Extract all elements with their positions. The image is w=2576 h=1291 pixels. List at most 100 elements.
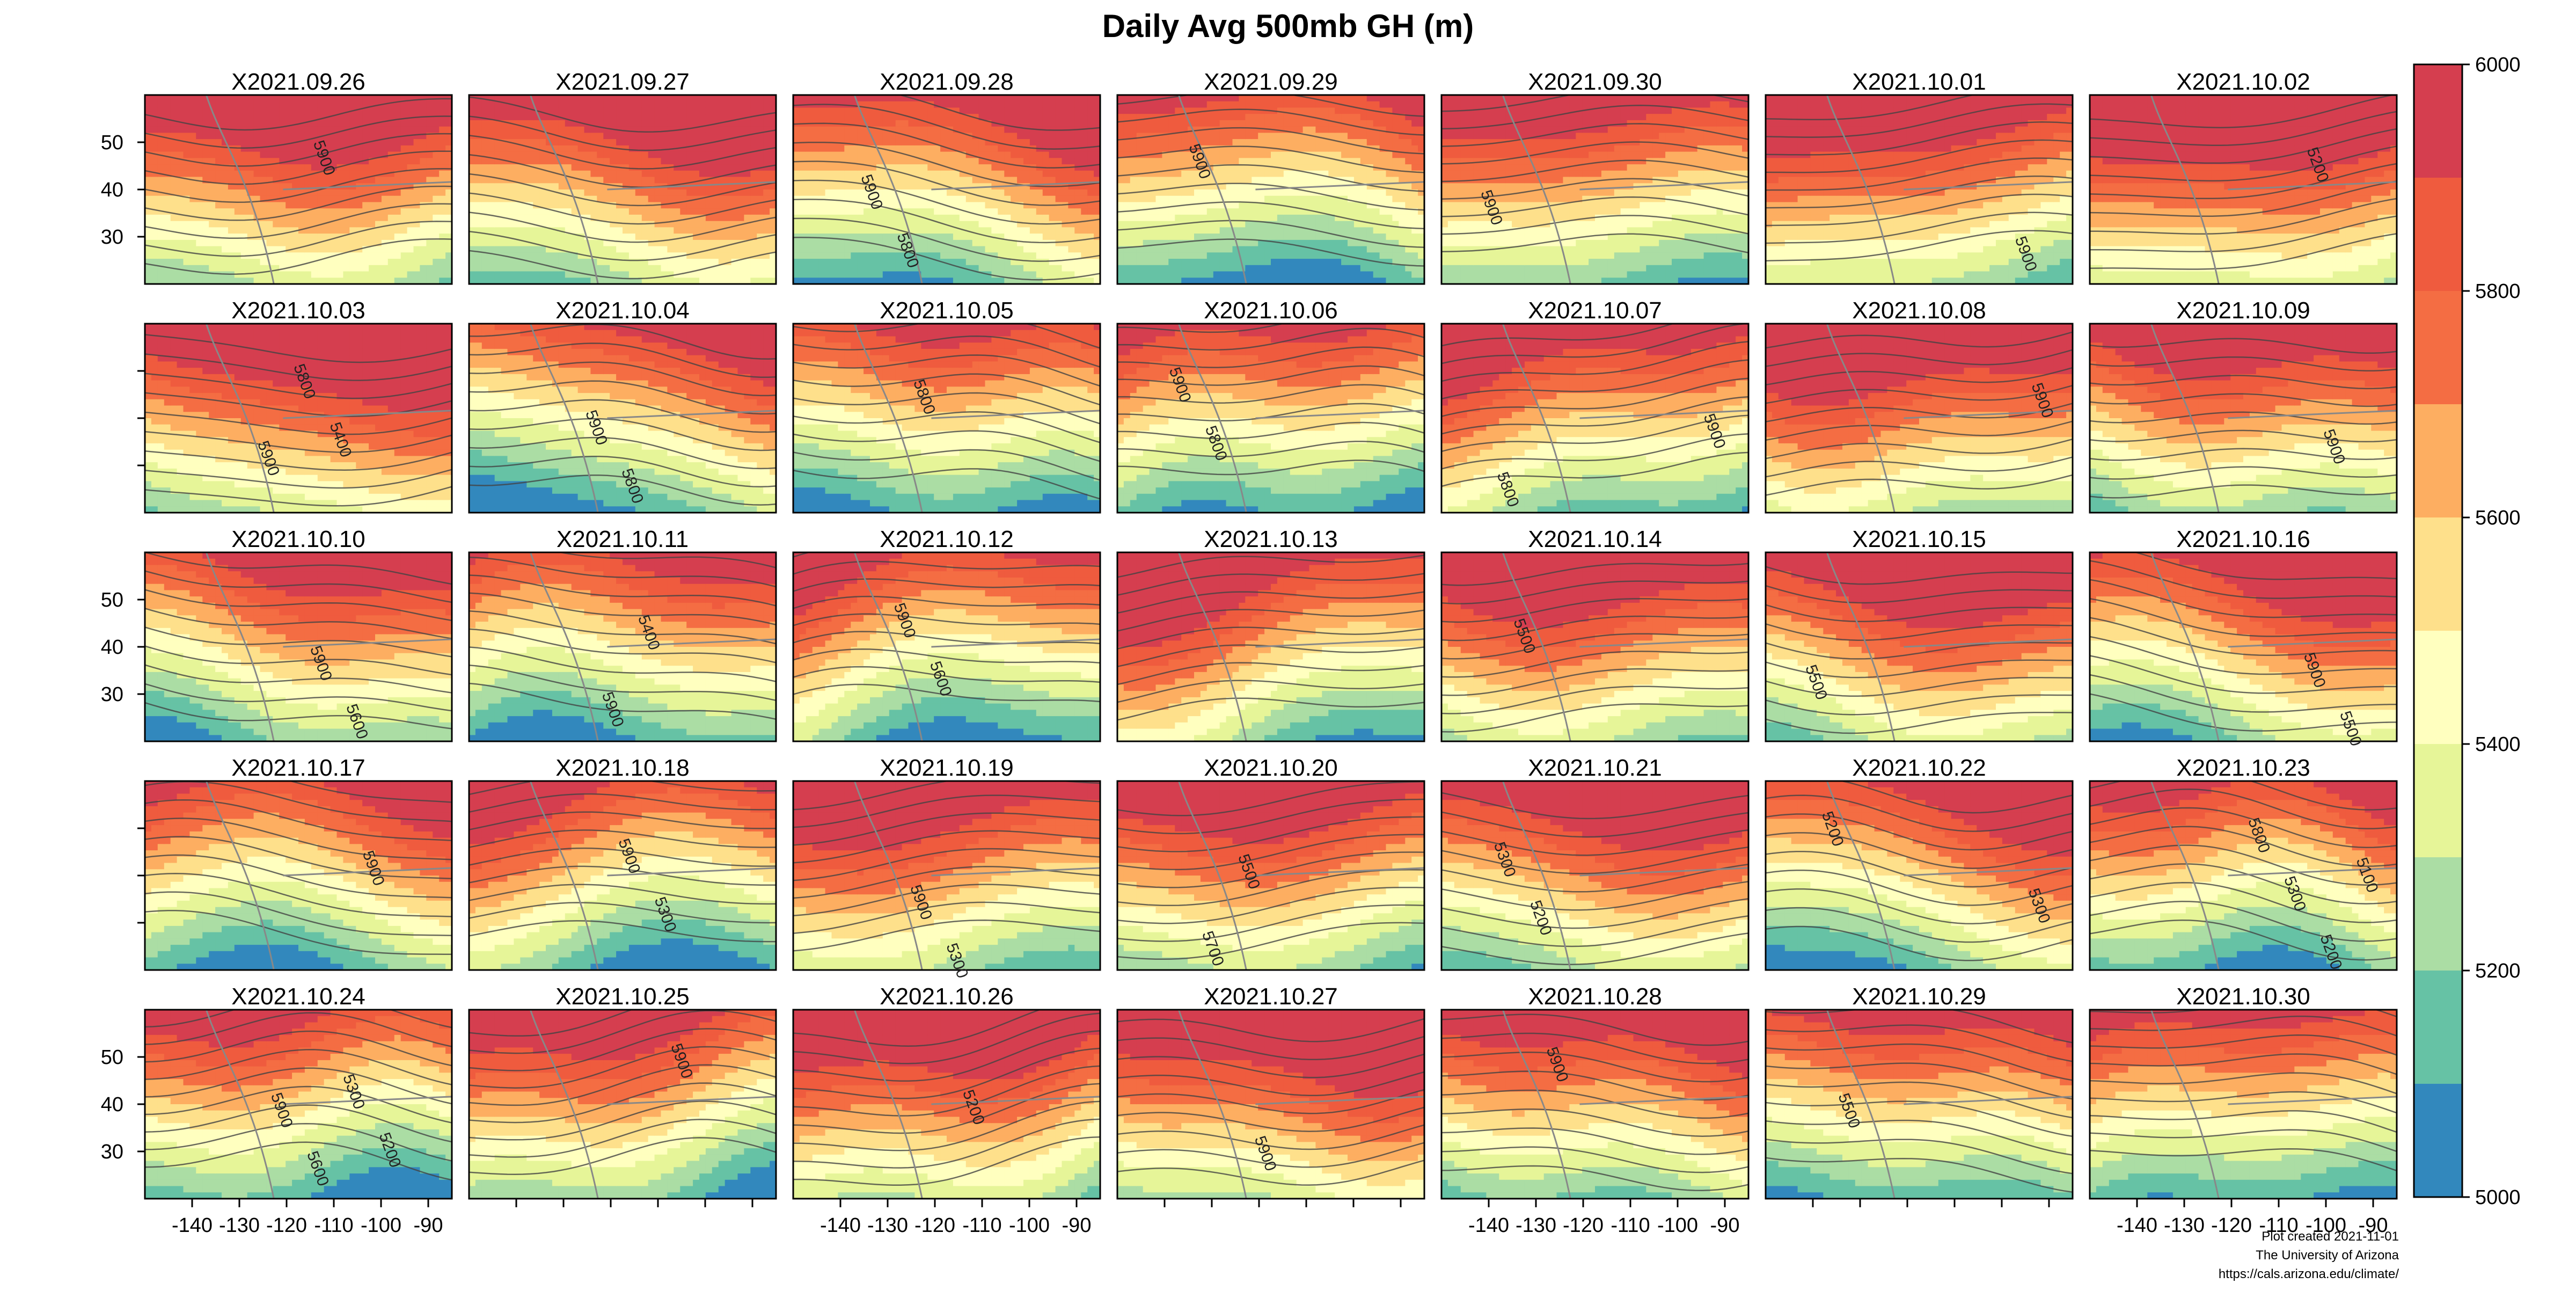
map-panel: X2021.10.22: [1766, 755, 2073, 971]
x-tick-label: -90: [414, 1214, 443, 1237]
credit-created: Plot created 2021-11-01: [2262, 1229, 2399, 1244]
colorbar-swatch: [2414, 857, 2462, 971]
panel-title: X2021.10.07: [1528, 297, 1662, 324]
x-tick-label: -100: [1009, 1214, 1050, 1237]
map-panel: X2021.10.07: [1441, 297, 1749, 513]
x-tick-label: -140: [2117, 1214, 2157, 1237]
panel-title: X2021.10.27: [1204, 983, 1338, 1010]
panel-title: X2021.10.19: [880, 755, 1014, 781]
filled-contours: [1766, 781, 2073, 971]
x-tick-label: -120: [1563, 1214, 1604, 1237]
filled-contours: [1441, 552, 1749, 742]
x-tick-label: -90: [1062, 1214, 1092, 1237]
x-tick-label: -140: [820, 1214, 861, 1237]
x-tick-label: -130: [219, 1214, 260, 1237]
filled-contours: [1441, 1010, 1749, 1199]
map-panel: X2021.10.15: [1766, 526, 2073, 742]
colorbar-tick-label: 5200: [2475, 960, 2521, 982]
x-tick-label: -120: [2211, 1214, 2252, 1237]
x-tick-label: -100: [1657, 1214, 1698, 1237]
y-tick-label: 40: [101, 1093, 123, 1116]
map-panel: X2021.10.28-140-130-120-110-100-90: [1441, 983, 1749, 1237]
panel-title: X2021.10.04: [555, 297, 690, 324]
x-tick-label: -110: [1611, 1214, 1650, 1237]
map-panel: X2021.10.19: [793, 755, 1101, 971]
map-panel: X2021.10.03: [137, 297, 452, 513]
filled-contours: [793, 781, 1101, 971]
panel-title: X2021.10.02: [2176, 69, 2310, 95]
x-tick-label: -140: [172, 1214, 213, 1237]
filled-contours: [2090, 1010, 2397, 1199]
panel-title: X2021.10.26: [880, 983, 1014, 1010]
filled-contours: [1766, 324, 2073, 513]
colorbar-swatch: [2414, 971, 2462, 1084]
map-panel: X2021.10.12: [793, 526, 1101, 742]
colorbar-swatch: [2414, 404, 2462, 517]
map-panel: X2021.10.27: [1117, 983, 1425, 1207]
panel-title: X2021.10.16: [2176, 526, 2310, 552]
panel-title: X2021.10.30: [2176, 983, 2310, 1010]
panel-title: X2021.10.28: [1528, 983, 1662, 1010]
panel-title: X2021.09.27: [555, 69, 690, 95]
panel-title: X2021.10.08: [1852, 297, 1986, 324]
map-panel: X2021.10.05: [793, 297, 1101, 513]
map-panel: X2021.10.23: [2090, 755, 2397, 971]
map-panel: X2021.09.28: [793, 69, 1101, 285]
panel-title: X2021.10.13: [1204, 526, 1338, 552]
chart-title: Daily Avg 500mb GH (m): [0, 8, 2576, 45]
y-tick-label: 40: [101, 636, 123, 659]
map-panel: X2021.10.17: [137, 755, 452, 971]
y-tick-label: 30: [101, 1141, 123, 1163]
filled-contours: [469, 1010, 777, 1199]
panel-title: X2021.10.05: [880, 297, 1014, 324]
panel-title: X2021.09.28: [880, 69, 1014, 95]
panel-title: X2021.09.29: [1204, 69, 1338, 95]
map-panel: X2021.10.29: [1766, 983, 2073, 1207]
filled-contours: [145, 781, 452, 971]
x-tick-label: -120: [914, 1214, 955, 1237]
map-panel: X2021.10.11: [469, 526, 777, 742]
panel-title: X2021.10.24: [231, 983, 365, 1010]
x-tick-label: -130: [1516, 1214, 1556, 1237]
filled-contours: [145, 324, 452, 513]
panel-title: X2021.10.12: [880, 526, 1014, 552]
panel-title: X2021.10.14: [1528, 526, 1662, 552]
filled-contours: [1117, 552, 1425, 742]
colorbar-swatch: [2414, 64, 2462, 178]
panel-title: X2021.10.10: [231, 526, 365, 552]
panel-title: X2021.10.11: [557, 526, 689, 552]
x-tick-label: -140: [1468, 1214, 1509, 1237]
panel-title: X2021.10.15: [1852, 526, 1986, 552]
map-panel: X2021.10.21: [1441, 755, 1749, 971]
x-tick-label: -110: [314, 1214, 353, 1237]
colorbar-tick-label: 6000: [2475, 54, 2521, 76]
map-panel: X2021.10.30-140-130-120-110-100-90: [2090, 983, 2397, 1237]
panel-title: X2021.10.22: [1852, 755, 1986, 781]
credit-institution: The University of Arizona: [2256, 1248, 2399, 1263]
x-tick-label: -100: [361, 1214, 401, 1237]
map-panel: X2021.10.26-140-130-120-110-100-90: [793, 983, 1101, 1237]
y-tick-label: 40: [101, 179, 123, 201]
panel-title: X2021.09.26: [231, 69, 365, 95]
panel-title: X2021.10.18: [555, 755, 690, 781]
panel-title: X2021.10.20: [1204, 755, 1338, 781]
x-tick-label: -120: [266, 1214, 307, 1237]
colorbar-tick-label: 5000: [2475, 1186, 2521, 1209]
map-panel: X2021.10.02: [2090, 69, 2397, 285]
y-tick-label: 50: [101, 1046, 123, 1069]
y-tick-label: 30: [101, 683, 123, 706]
filled-contours: [2090, 95, 2397, 285]
map-panel: X2021.10.20: [1117, 755, 1425, 971]
panel-title: X2021.10.17: [231, 755, 365, 781]
colorbar-swatch: [2414, 744, 2462, 857]
colorbar-tick-label: 5600: [2475, 507, 2521, 529]
panel-title: X2021.09.30: [1528, 69, 1662, 95]
colorbar-tick-label: 5400: [2475, 733, 2521, 756]
colorbar-swatch: [2414, 631, 2462, 744]
map-panel: X2021.10.06: [1117, 297, 1425, 513]
y-tick-label: 30: [101, 226, 123, 249]
